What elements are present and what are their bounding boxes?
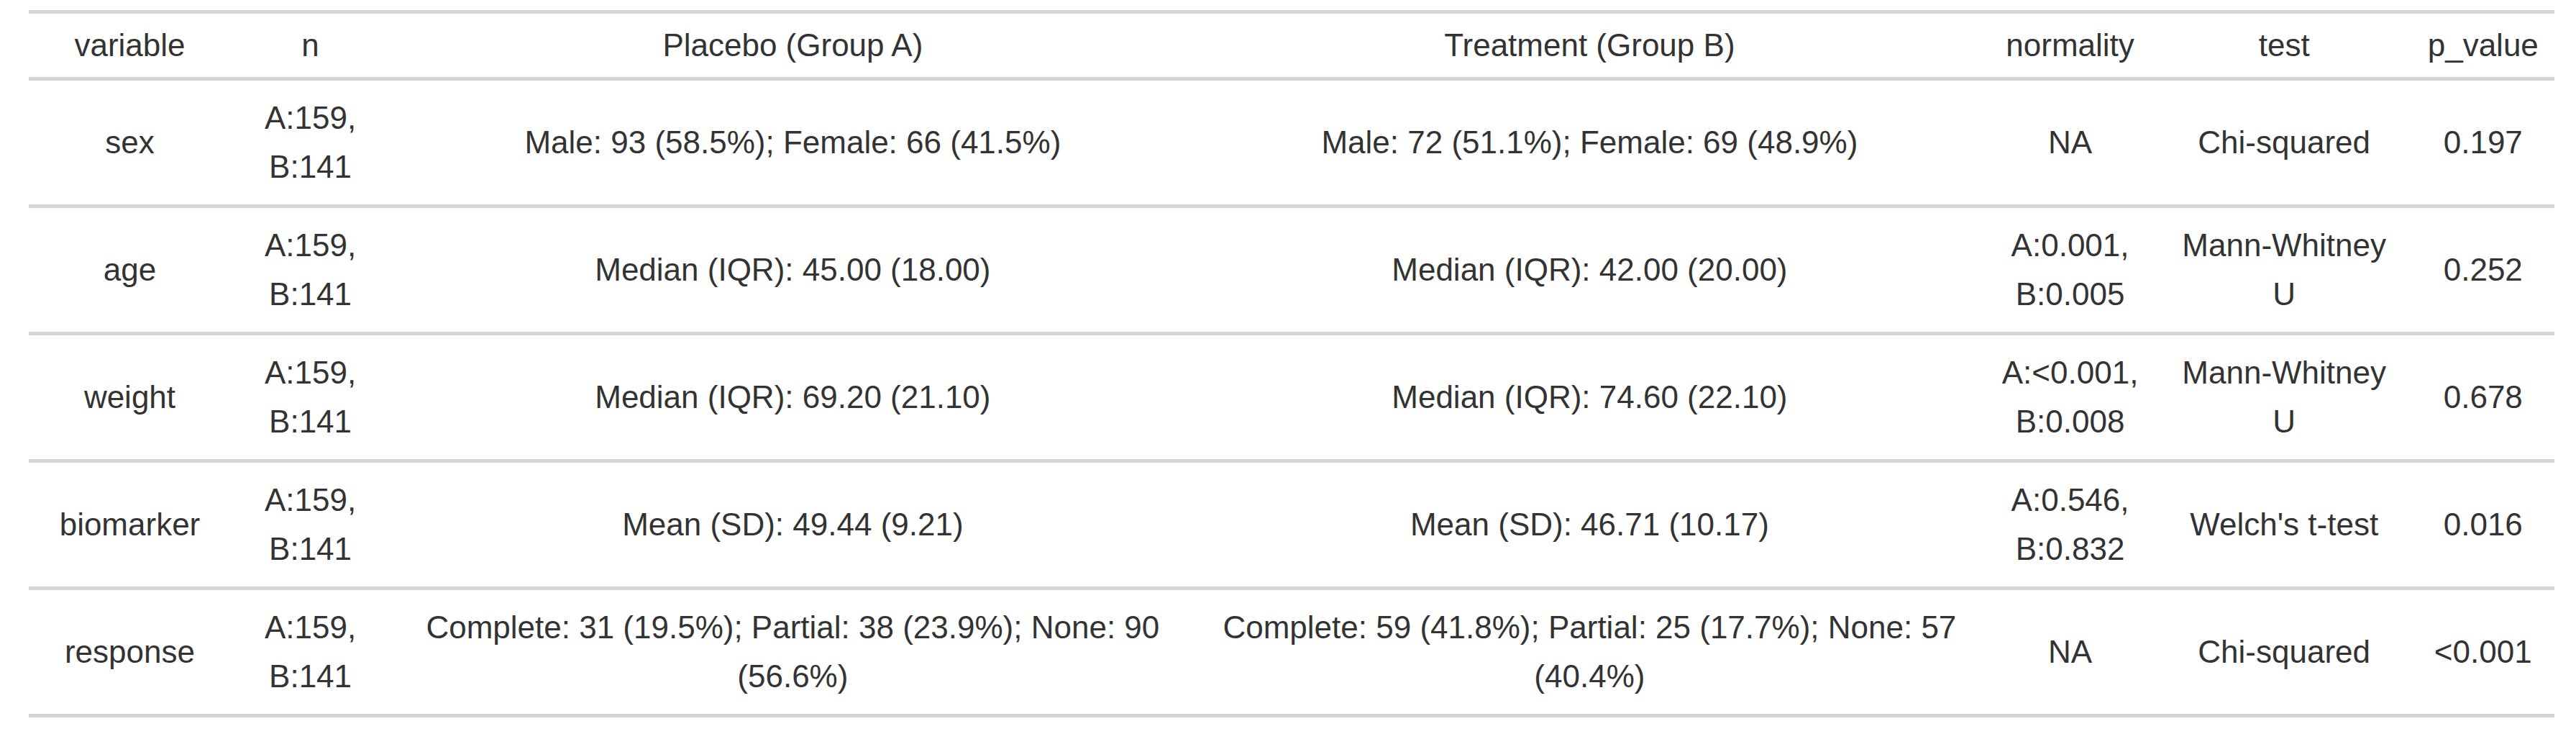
column-header-test: test (2157, 12, 2412, 79)
cell-normality: A:0.001, B:0.005 (1983, 207, 2157, 334)
cell-test: Chi-squared (2157, 79, 2412, 207)
cell-p-value: 0.016 (2412, 461, 2554, 589)
cell-placebo: Median (IQR): 45.00 (18.00) (390, 207, 1195, 334)
cell-test: Mann-Whitney U (2157, 334, 2412, 461)
table-row: response A:159, B:141 Complete: 31 (19.5… (29, 589, 2554, 716)
column-header-variable: variable (29, 12, 231, 79)
cell-n: A:159, B:141 (231, 334, 390, 461)
cell-p-value: 0.678 (2412, 334, 2554, 461)
summary-table: variable n Placebo (Group A) Treatment (… (29, 10, 2554, 717)
cell-p-value: 0.197 (2412, 79, 2554, 207)
cell-treatment: Median (IQR): 74.60 (22.10) (1196, 334, 1984, 461)
cell-test: Welch's t-test (2157, 461, 2412, 589)
cell-placebo: Male: 93 (58.5%); Female: 66 (41.5%) (390, 79, 1195, 207)
cell-test: Mann-Whitney U (2157, 207, 2412, 334)
table-row: weight A:159, B:141 Median (IQR): 69.20 … (29, 334, 2554, 461)
cell-placebo: Mean (SD): 49.44 (9.21) (390, 461, 1195, 589)
cell-normality: NA (1983, 589, 2157, 716)
cell-test: Chi-squared (2157, 589, 2412, 716)
column-header-n: n (231, 12, 390, 79)
cell-variable: response (29, 589, 231, 716)
cell-placebo: Complete: 31 (19.5%); Partial: 38 (23.9%… (390, 589, 1195, 716)
cell-p-value: <0.001 (2412, 589, 2554, 716)
column-header-normality: normality (1983, 12, 2157, 79)
header-row: variable n Placebo (Group A) Treatment (… (29, 12, 2554, 79)
table-row: biomarker A:159, B:141 Mean (SD): 49.44 … (29, 461, 2554, 589)
cell-n: A:159, B:141 (231, 79, 390, 207)
cell-treatment: Mean (SD): 46.71 (10.17) (1196, 461, 1984, 589)
cell-variable: biomarker (29, 461, 231, 589)
cell-variable: weight (29, 334, 231, 461)
cell-normality: A:0.546, B:0.832 (1983, 461, 2157, 589)
cell-treatment: Median (IQR): 42.00 (20.00) (1196, 207, 1984, 334)
cell-treatment: Male: 72 (51.1%); Female: 69 (48.9%) (1196, 79, 1984, 207)
cell-placebo: Median (IQR): 69.20 (21.10) (390, 334, 1195, 461)
column-header-placebo: Placebo (Group A) (390, 12, 1195, 79)
cell-n: A:159, B:141 (231, 589, 390, 716)
cell-treatment: Complete: 59 (41.8%); Partial: 25 (17.7%… (1196, 589, 1984, 716)
column-header-treatment: Treatment (Group B) (1196, 12, 1984, 79)
cell-normality: NA (1983, 79, 2157, 207)
column-header-p-value: p_value (2412, 12, 2554, 79)
table-body: sex A:159, B:141 Male: 93 (58.5%); Femal… (29, 79, 2554, 716)
cell-p-value: 0.252 (2412, 207, 2554, 334)
summary-table-container: variable n Placebo (Group A) Treatment (… (0, 0, 2576, 717)
cell-variable: sex (29, 79, 231, 207)
cell-n: A:159, B:141 (231, 207, 390, 334)
cell-variable: age (29, 207, 231, 334)
cell-normality: A:<0.001, B:0.008 (1983, 334, 2157, 461)
table-row: age A:159, B:141 Median (IQR): 45.00 (18… (29, 207, 2554, 334)
cell-n: A:159, B:141 (231, 461, 390, 589)
table-row: sex A:159, B:141 Male: 93 (58.5%); Femal… (29, 79, 2554, 207)
